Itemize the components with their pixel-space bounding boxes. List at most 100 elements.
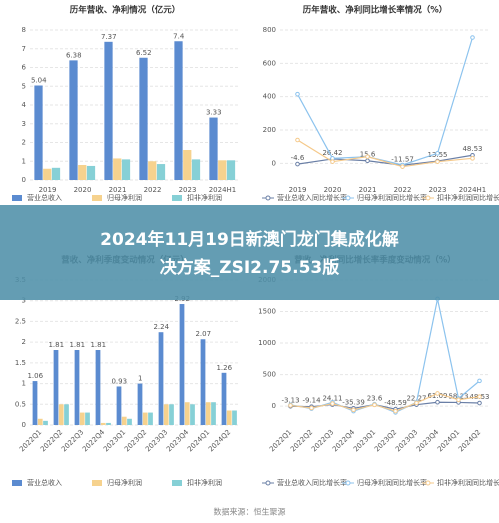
value-label: 26.42: [322, 149, 342, 157]
bar: [43, 168, 52, 180]
banner: [0, 205, 499, 300]
legend-label: 归母净利润: [107, 478, 142, 487]
point: [295, 91, 300, 97]
point: [309, 405, 314, 411]
bar: [86, 165, 96, 180]
y-tick-label: 2: [22, 338, 26, 346]
bar: [190, 404, 195, 425]
bar: [113, 158, 122, 180]
bar: [205, 402, 211, 425]
bar: [79, 412, 85, 425]
value-label: 7.37: [101, 33, 117, 41]
y-tick-label: 8: [22, 26, 26, 34]
value-label: 2.07: [195, 330, 211, 338]
point: [456, 397, 461, 403]
y-tick-label: 3: [22, 297, 26, 305]
y-tick-label: 400: [263, 93, 276, 101]
bar: [184, 402, 190, 425]
line: [297, 154, 473, 166]
point: [365, 158, 370, 164]
bar: [58, 404, 64, 425]
point: [435, 399, 440, 405]
bar: [226, 160, 236, 180]
point: [470, 35, 475, 40]
bar: [158, 332, 164, 425]
footer-source: 数据来源：恒生聚源: [214, 507, 286, 517]
x-tick-label: 2022: [144, 186, 162, 194]
bar: [142, 412, 148, 425]
banner-line: 决方案_ZSI2.75.53版: [160, 257, 339, 278]
bar: [148, 161, 157, 180]
x-tick-label: 2024Q2: [207, 428, 232, 453]
value-label: -11.57: [391, 155, 414, 163]
point: [435, 159, 440, 164]
bar: [43, 420, 48, 425]
chart-title: 历年营收、净利同比增长率情况（%）: [303, 5, 448, 16]
point: [470, 156, 475, 161]
legend-swatch: [345, 480, 351, 486]
point: [288, 403, 293, 408]
legend-label: 归母净利润同比增长率: [357, 478, 427, 487]
bar: [174, 41, 183, 180]
value-label: 1.06: [27, 372, 43, 380]
legend-label: 营业总收入同比增长率: [277, 478, 347, 487]
bar: [74, 350, 80, 425]
line: [290, 392, 480, 412]
value-label: 24.11: [322, 395, 342, 403]
bar: [211, 402, 216, 425]
bar: [104, 41, 113, 180]
value-label: 23.6: [367, 395, 383, 403]
value-label: 1.81: [90, 341, 106, 349]
y-tick-label: 6: [22, 64, 27, 72]
bar: [226, 410, 232, 425]
point: [330, 401, 335, 406]
x-tick-label: 2023: [179, 186, 197, 194]
legend-swatch: [265, 195, 271, 201]
bar: [179, 304, 185, 425]
bar: [163, 404, 169, 425]
x-tick-label: 2020: [74, 186, 92, 194]
value-label: -4.6: [291, 154, 305, 162]
y-tick-label: 1: [22, 157, 26, 165]
legend-label: 营业总收入同比增长率: [277, 193, 347, 202]
value-label: 1.81: [48, 341, 64, 349]
y-tick-label: 1000: [258, 339, 276, 347]
value-label: 6.38: [66, 51, 82, 59]
bar: [209, 117, 218, 180]
legend-label: 营业总收入: [27, 193, 62, 202]
legend-swatch: [425, 195, 431, 201]
y-tick-label: 800: [263, 26, 276, 34]
point: [477, 400, 482, 406]
value-label: -35.39: [342, 398, 365, 406]
point: [295, 161, 300, 167]
value-label: 1.26: [216, 364, 232, 372]
x-tick-label: 2024H1: [459, 186, 487, 194]
banner-line: 2024年11月19日新澳门龙门集成化解: [100, 229, 399, 250]
legend-swatch: [92, 480, 102, 486]
y-tick-label: 0: [272, 159, 276, 167]
bar: [121, 416, 127, 425]
value-label: 7.4: [173, 32, 185, 40]
bar: [116, 386, 122, 425]
point: [365, 154, 370, 159]
bar: [37, 418, 43, 425]
x-tick-label: 2024Q2: [457, 428, 482, 453]
legend-swatch: [345, 195, 351, 201]
x-tick-label: 2021: [359, 186, 377, 194]
x-tick-label: 2024H1: [209, 186, 237, 194]
y-tick-label: 7: [22, 45, 26, 53]
value-label: 1.81: [69, 341, 85, 349]
x-tick-label: 2019: [289, 186, 307, 194]
bar: [64, 404, 69, 425]
y-tick-label: 2.5: [15, 317, 26, 325]
bar: [85, 412, 90, 425]
bar: [232, 410, 237, 425]
line: [296, 37, 474, 166]
legend-label: 扣非净利润同比增长率: [437, 193, 499, 202]
bar: [69, 60, 78, 180]
value-label: 0.93: [111, 377, 127, 385]
bar: [127, 418, 132, 425]
legend-label: 归母净利润: [107, 193, 142, 202]
legend-swatch: [425, 480, 431, 486]
